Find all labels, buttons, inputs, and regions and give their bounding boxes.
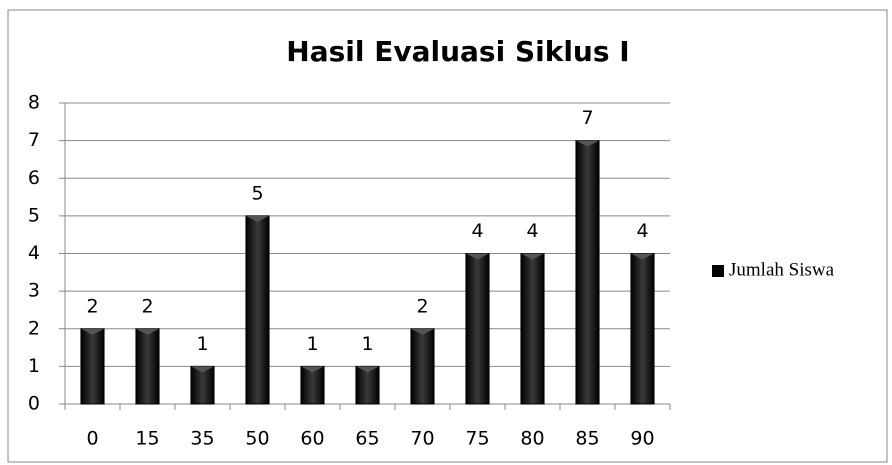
bar-cap bbox=[520, 253, 545, 260]
x-tick-label: 85 bbox=[575, 428, 599, 450]
y-tick-label: 1 bbox=[28, 355, 40, 377]
x-tick-label: 60 bbox=[300, 428, 324, 450]
bar bbox=[575, 140, 600, 405]
bar-cap bbox=[465, 253, 490, 260]
bar bbox=[465, 253, 490, 405]
data-label: 4 bbox=[526, 220, 538, 242]
bar-cap bbox=[300, 366, 325, 373]
data-label: 2 bbox=[141, 295, 153, 317]
bar-cap bbox=[575, 140, 600, 147]
x-tick-label: 75 bbox=[465, 428, 489, 450]
bar bbox=[135, 328, 160, 405]
x-tick-label: 15 bbox=[135, 428, 159, 450]
bar-cap bbox=[630, 253, 655, 260]
legend-swatch bbox=[712, 265, 724, 277]
y-tick-label: 4 bbox=[28, 242, 40, 264]
y-tick-label: 6 bbox=[28, 167, 40, 189]
bar-cap bbox=[410, 328, 435, 335]
bar bbox=[410, 328, 435, 405]
data-label: 5 bbox=[251, 182, 263, 204]
y-tick-label: 5 bbox=[28, 204, 40, 226]
bar-cap bbox=[135, 328, 160, 335]
chart-title: Hasil Evaluasi Siklus I bbox=[286, 35, 629, 68]
y-tick-label: 8 bbox=[28, 92, 40, 114]
y-tick-label: 3 bbox=[28, 280, 40, 302]
x-tick-label: 50 bbox=[245, 428, 269, 450]
x-tick-label: 70 bbox=[410, 428, 434, 450]
data-label: 7 bbox=[581, 107, 593, 129]
x-tick-label: 90 bbox=[630, 428, 654, 450]
data-label: 1 bbox=[361, 333, 373, 355]
bar-cap bbox=[190, 366, 215, 373]
data-label: 4 bbox=[636, 220, 648, 242]
legend-label: Jumlah Siswa bbox=[729, 259, 835, 280]
data-label: 2 bbox=[86, 295, 98, 317]
x-tick-label: 35 bbox=[190, 428, 214, 450]
bar-cap bbox=[245, 215, 270, 222]
bar-cap bbox=[355, 366, 380, 373]
data-label: 1 bbox=[196, 333, 208, 355]
y-tick-label: 7 bbox=[28, 129, 40, 151]
bar-cap bbox=[80, 328, 105, 335]
x-tick-label: 80 bbox=[520, 428, 544, 450]
y-tick-label: 2 bbox=[28, 317, 40, 339]
bar bbox=[245, 215, 270, 405]
data-label: 2 bbox=[416, 295, 428, 317]
bar bbox=[80, 328, 105, 405]
bar bbox=[520, 253, 545, 405]
bar bbox=[630, 253, 655, 405]
data-label: 1 bbox=[306, 333, 318, 355]
y-tick-label: 0 bbox=[28, 393, 40, 415]
x-tick-label: 0 bbox=[86, 428, 98, 450]
x-tick-label: 65 bbox=[355, 428, 379, 450]
data-label: 4 bbox=[471, 220, 483, 242]
